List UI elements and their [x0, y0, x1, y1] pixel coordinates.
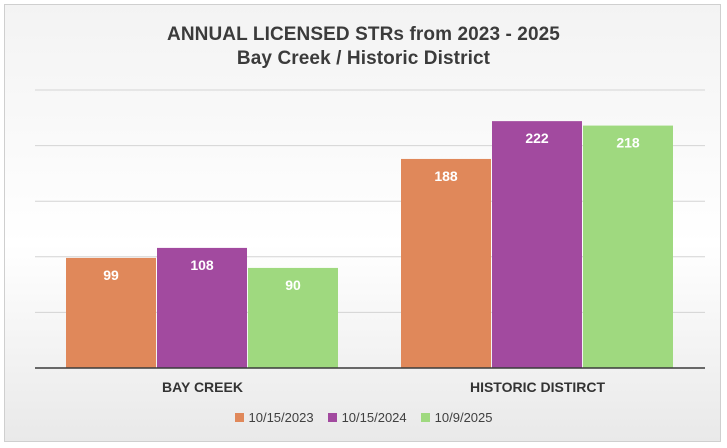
- bar: [157, 247, 247, 368]
- legend-item-2025: 10/9/2025: [420, 410, 493, 425]
- legend-label-2025: 10/9/2025: [434, 410, 493, 425]
- data-label: 218: [616, 135, 640, 151]
- data-label: 188: [434, 168, 458, 184]
- legend-swatch-2024: [327, 413, 337, 422]
- category-label: HISTORIC DISTIRCT: [470, 379, 606, 395]
- chart-title: ANNUAL LICENSED STRs from 2023 - 2025: [167, 24, 560, 45]
- data-label: 99: [103, 267, 119, 283]
- bar: [66, 257, 156, 368]
- legend-label-2024: 10/15/2024: [341, 410, 407, 425]
- legend-label-2023: 10/15/2023: [248, 410, 314, 425]
- bar: [492, 121, 582, 368]
- category-label: BAY CREEK: [162, 379, 243, 395]
- data-label: 90: [285, 277, 301, 293]
- data-label: 108: [190, 257, 214, 273]
- bar: [401, 158, 491, 368]
- data-label: 222: [525, 130, 549, 146]
- legend-item-2023: 10/15/2023: [234, 410, 314, 425]
- legend-swatch-2023: [234, 413, 244, 422]
- bar: [248, 267, 338, 368]
- legend-item-2024: 10/15/2024: [327, 410, 407, 425]
- legend-swatch-2025: [420, 413, 430, 422]
- bar: [583, 125, 673, 368]
- chart-legend: 10/15/2023 10/15/2024 10/9/2025: [0, 410, 727, 425]
- chart-subtitle: Bay Creek / Historic District: [236, 48, 491, 69]
